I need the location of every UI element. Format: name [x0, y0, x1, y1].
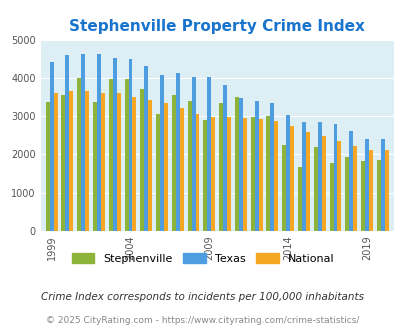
Bar: [313, 147, 317, 231]
Bar: [286, 115, 290, 231]
Bar: [337, 141, 341, 231]
Legend: Stephenville, Texas, National: Stephenville, Texas, National: [67, 249, 338, 268]
Bar: [81, 54, 85, 231]
Bar: [171, 95, 175, 231]
Bar: [258, 119, 262, 231]
Bar: [164, 103, 168, 231]
Bar: [333, 124, 337, 231]
Bar: [226, 117, 230, 231]
Bar: [223, 85, 226, 231]
Bar: [128, 59, 132, 231]
Bar: [254, 101, 258, 231]
Bar: [113, 58, 116, 231]
Bar: [290, 126, 293, 231]
Bar: [46, 102, 49, 231]
Text: © 2025 CityRating.com - https://www.cityrating.com/crime-statistics/: © 2025 CityRating.com - https://www.city…: [46, 315, 359, 325]
Bar: [175, 73, 179, 231]
Bar: [348, 131, 352, 231]
Bar: [148, 100, 152, 231]
Bar: [270, 103, 274, 231]
Bar: [203, 120, 207, 231]
Title: Stephenville Property Crime Index: Stephenville Property Crime Index: [69, 19, 364, 34]
Bar: [317, 122, 321, 231]
Bar: [352, 146, 356, 231]
Bar: [109, 79, 113, 231]
Bar: [305, 132, 309, 231]
Bar: [132, 97, 136, 231]
Bar: [187, 101, 191, 231]
Bar: [238, 98, 242, 231]
Bar: [93, 102, 97, 231]
Bar: [368, 150, 372, 231]
Bar: [191, 77, 195, 231]
Bar: [345, 157, 348, 231]
Bar: [234, 97, 238, 231]
Bar: [376, 160, 380, 231]
Bar: [97, 54, 101, 231]
Bar: [77, 78, 81, 231]
Bar: [274, 121, 278, 231]
Bar: [364, 139, 368, 231]
Bar: [207, 77, 211, 231]
Bar: [53, 93, 58, 231]
Bar: [124, 80, 128, 231]
Bar: [360, 161, 364, 231]
Bar: [156, 114, 160, 231]
Bar: [219, 103, 223, 231]
Bar: [211, 117, 215, 231]
Bar: [65, 55, 69, 231]
Bar: [266, 116, 270, 231]
Bar: [195, 114, 199, 231]
Bar: [321, 136, 325, 231]
Bar: [329, 163, 333, 231]
Bar: [140, 89, 144, 231]
Bar: [281, 145, 286, 231]
Bar: [250, 117, 254, 231]
Bar: [144, 66, 148, 231]
Bar: [301, 122, 305, 231]
Bar: [160, 75, 164, 231]
Bar: [49, 62, 53, 231]
Bar: [380, 139, 384, 231]
Bar: [69, 91, 73, 231]
Bar: [85, 91, 89, 231]
Bar: [101, 93, 104, 231]
Bar: [116, 93, 120, 231]
Bar: [384, 150, 388, 231]
Bar: [242, 118, 246, 231]
Text: Crime Index corresponds to incidents per 100,000 inhabitants: Crime Index corresponds to incidents per…: [41, 292, 364, 302]
Bar: [179, 108, 183, 231]
Bar: [61, 95, 65, 231]
Bar: [297, 167, 301, 231]
